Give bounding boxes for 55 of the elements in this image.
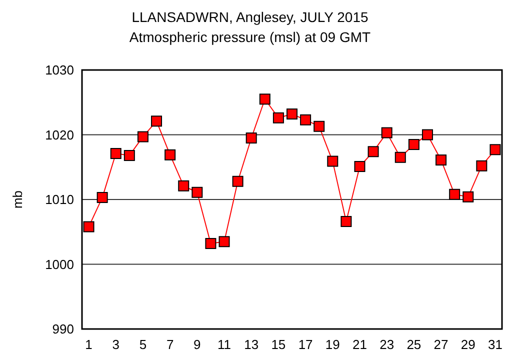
x-tick-label: 23	[380, 337, 394, 352]
point	[449, 188, 460, 200]
point	[381, 127, 392, 138]
point	[436, 154, 447, 166]
x-tick-label: 19	[325, 337, 340, 352]
y-tick-label: 990	[52, 322, 74, 337]
point	[192, 186, 203, 198]
point	[286, 108, 298, 120]
x-tick-label: 25	[406, 337, 422, 352]
point	[259, 94, 270, 105]
point	[137, 131, 148, 142]
point	[476, 160, 488, 172]
point	[232, 176, 244, 187]
point	[300, 114, 312, 126]
y-tick-label: 1010	[45, 192, 74, 208]
chart-subtitle: Atmospheric pressure (msl) at 09 GMT	[129, 29, 372, 45]
point	[164, 149, 176, 160]
point	[178, 180, 190, 192]
point	[340, 216, 352, 228]
x-tick-label: 13	[244, 337, 259, 352]
point	[205, 238, 216, 250]
point	[490, 144, 501, 156]
x-tick-label: 5	[139, 337, 147, 352]
y-axis-title: mb	[10, 190, 25, 209]
point	[110, 148, 122, 160]
x-tick-label: 3	[112, 337, 120, 352]
x-tick-label: 27	[434, 337, 448, 352]
point	[246, 132, 257, 144]
x-tick-label: 15	[271, 337, 286, 352]
x-tick-label: 9	[194, 337, 201, 352]
point	[83, 221, 94, 232]
point	[368, 146, 379, 158]
point	[408, 138, 420, 150]
x-tick-label: 11	[218, 337, 232, 352]
x-tick-label: 1	[85, 337, 92, 352]
chart-title: LLANSADWRN, Anglesey, JULY 2015	[132, 9, 368, 25]
x-tick-label: 29	[460, 337, 476, 352]
point	[327, 156, 338, 167]
x-tick-label: 21	[352, 337, 367, 352]
point	[151, 116, 162, 127]
point	[422, 129, 433, 140]
point	[462, 191, 474, 202]
point	[218, 236, 230, 248]
x-tick-label: 31	[488, 337, 502, 352]
y-tick-label: 1020	[45, 127, 74, 142]
point	[394, 152, 406, 163]
x-tick-label: 7	[166, 337, 174, 352]
point	[314, 120, 325, 132]
point	[272, 112, 284, 124]
y-tick-label: 1030	[45, 62, 74, 78]
x-tick-label: 17	[298, 337, 313, 352]
point	[354, 160, 366, 172]
point	[96, 192, 108, 204]
y-tick-label: 1000	[45, 256, 74, 272]
point	[124, 150, 135, 161]
